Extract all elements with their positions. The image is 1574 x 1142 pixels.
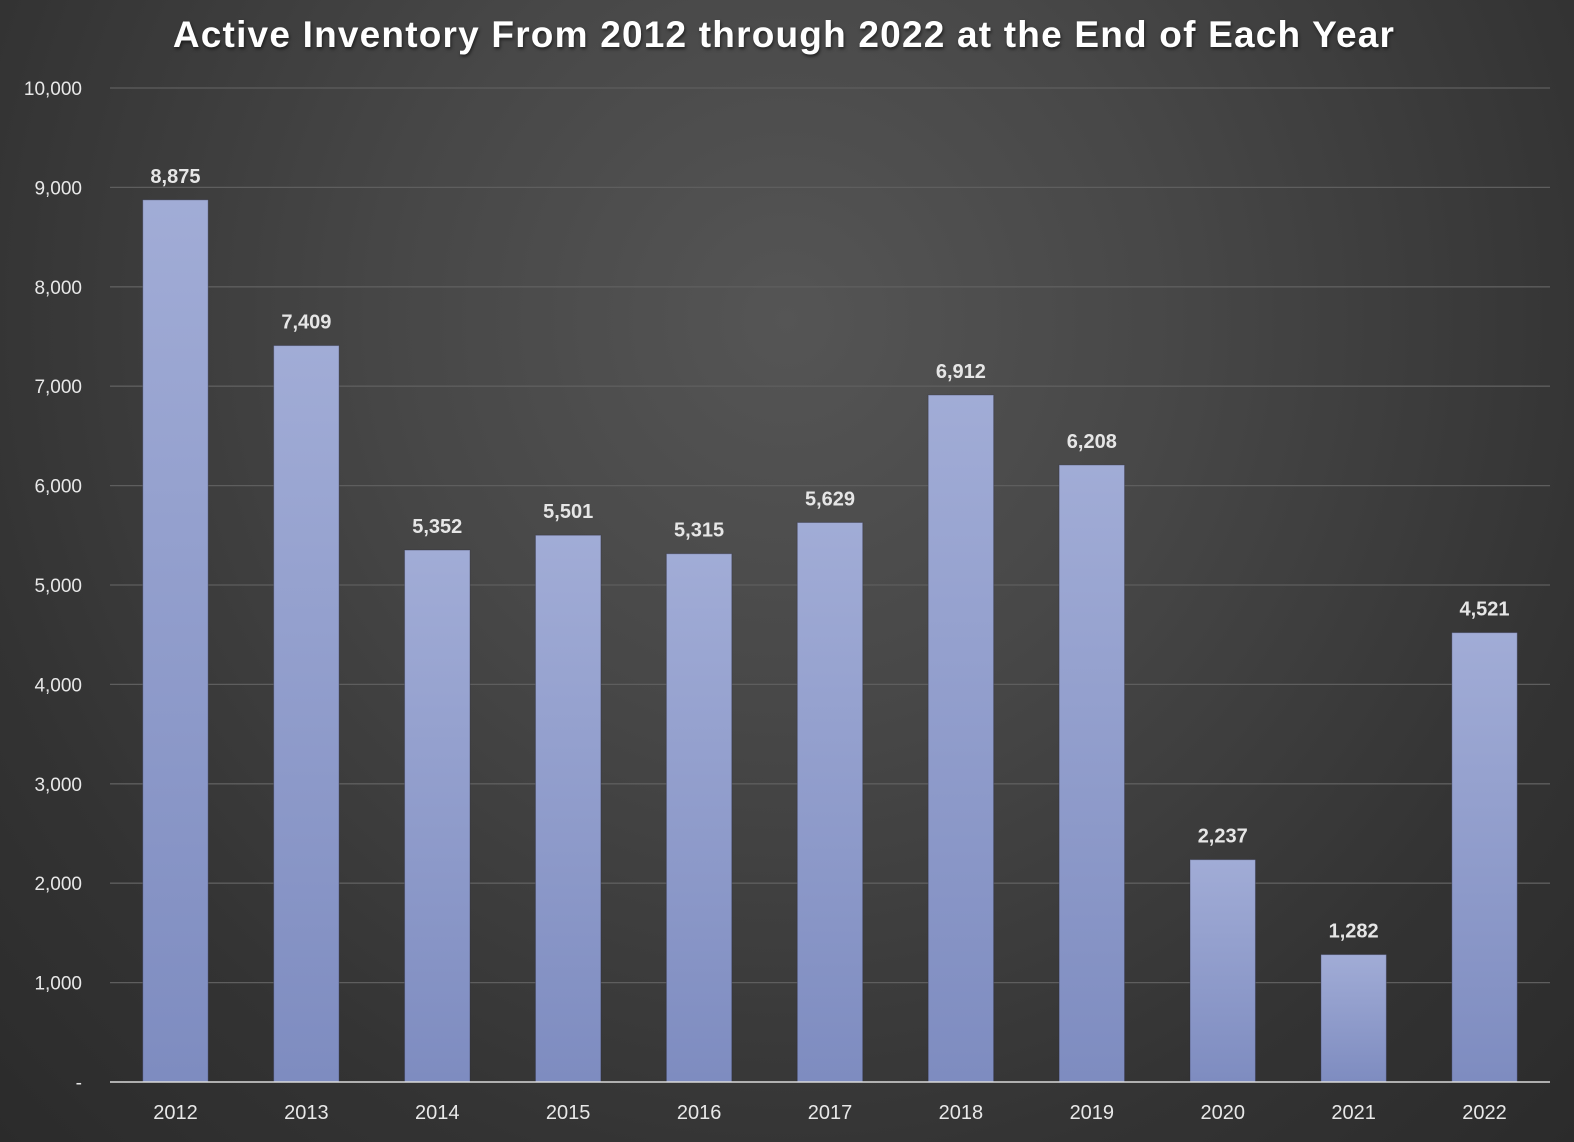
- data-label-2014: 5,352: [412, 516, 462, 538]
- x-tick-label: 2021: [1331, 1102, 1376, 1124]
- y-tick-label: 5,000: [34, 576, 82, 597]
- data-label-2012: 8,875: [150, 166, 200, 188]
- y-tick-label: 7,000: [34, 377, 82, 398]
- y-tick-label: 3,000: [34, 775, 82, 796]
- y-tick-label: 1,000: [34, 974, 82, 995]
- y-tick-label: 9,000: [34, 178, 82, 199]
- y-tick-label: 10,000: [24, 79, 82, 100]
- bar-2012: [142, 199, 209, 1083]
- chart-title: Active Inventory From 2012 through 2022 …: [172, 14, 1396, 55]
- data-label-2015: 5,501: [543, 501, 593, 523]
- data-label-2018: 6,912: [936, 361, 986, 383]
- bar-2018: [927, 394, 995, 1083]
- x-tick-label: 2016: [677, 1102, 722, 1124]
- y-tick-label: 8,000: [34, 278, 82, 299]
- data-label-2021: 1,282: [1329, 921, 1379, 943]
- x-tick-label: 2018: [939, 1102, 984, 1124]
- x-tick-label: 2022: [1462, 1102, 1507, 1124]
- data-labels: 8,875 7,409 5,352 5,501 5,315 5,629 6,912 6,208…: [150, 166, 1509, 943]
- x-tick-label: 2013: [284, 1102, 329, 1124]
- data-label-2013: 7,409: [281, 312, 331, 334]
- bar-2019: [1058, 464, 1126, 1083]
- bar-2021: [1320, 954, 1387, 1083]
- x-tick-label: 2017: [808, 1102, 853, 1124]
- bar-2020: [1189, 859, 1256, 1083]
- y-tick-label: 4,000: [34, 675, 82, 696]
- x-tick-label: 2014: [415, 1102, 460, 1124]
- data-label-2016: 5,315: [674, 520, 724, 542]
- data-label-2022: 4,521: [1460, 599, 1510, 621]
- x-tick-label: 2020: [1200, 1102, 1245, 1124]
- bars: [142, 199, 1518, 1083]
- y-tick-label: -: [76, 1073, 82, 1094]
- bar-2013: [273, 345, 340, 1083]
- bar-2016: [665, 553, 733, 1083]
- bar-2014: [404, 549, 471, 1083]
- y-tick-label: 2,000: [34, 874, 82, 895]
- x-tick-label: 2015: [546, 1102, 591, 1124]
- y-tick-label: 6,000: [34, 477, 82, 498]
- data-label-2020: 2,237: [1198, 826, 1248, 848]
- axes: - 1,000 2,000 3,000 4,000 5,000 6,000 7,000 8,00…: [24, 79, 1550, 1124]
- data-label-2019: 6,208: [1067, 431, 1117, 453]
- bar-2015: [534, 534, 602, 1083]
- data-label-2017: 5,629: [805, 488, 855, 510]
- bar-2017: [796, 521, 864, 1083]
- x-tick-label: 2012: [153, 1102, 198, 1124]
- bar-2022: [1451, 632, 1518, 1083]
- x-tick-label: 2019: [1070, 1102, 1115, 1124]
